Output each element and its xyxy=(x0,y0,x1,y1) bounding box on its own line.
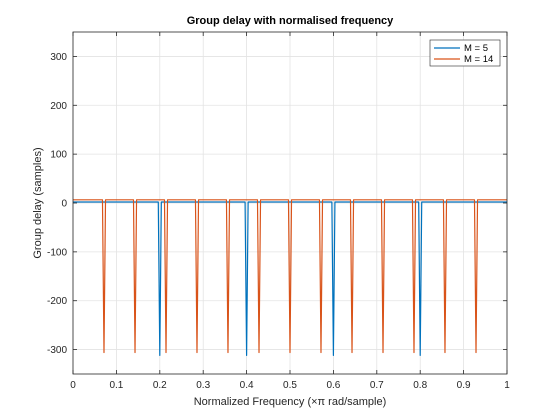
series-line-m5 xyxy=(73,201,507,357)
series-line-m14 xyxy=(73,199,507,354)
y-tick-label: -100 xyxy=(47,247,67,258)
legend: M = 5M = 14 xyxy=(429,39,501,67)
x-tick-label: 0.4 xyxy=(240,380,254,391)
y-tick-label: 100 xyxy=(50,150,67,161)
x-axis-label: Normalized Frequency (×π rad/sample) xyxy=(194,396,387,408)
x-tick-label: 0.2 xyxy=(153,380,167,391)
legend-box xyxy=(429,39,501,67)
ticks: 0 0.1 0.2 0.3 0.4 0.5 0.6 0.7 0.8 0.9 1 -300 -200 -10… xyxy=(47,32,510,391)
chart-title: Group delay with normalised frequency xyxy=(187,15,394,27)
x-tick-label: 0.5 xyxy=(283,380,297,391)
y-tick-label: -300 xyxy=(47,345,67,356)
y-tick-label: 200 xyxy=(50,101,67,112)
x-tick-label: 0.6 xyxy=(326,380,340,391)
x-tick-label: 0.3 xyxy=(196,380,210,391)
x-tick-label: 0.7 xyxy=(370,380,384,391)
x-tick-label: 0.8 xyxy=(413,380,427,391)
x-tick-label: 0.1 xyxy=(109,380,123,391)
x-tick-label: 0 xyxy=(70,380,76,391)
y-tick-label: 300 xyxy=(50,52,67,63)
legend-label: M = 14 xyxy=(464,54,493,65)
x-tick-label: 1 xyxy=(504,380,510,391)
y-tick-label: 0 xyxy=(61,199,67,210)
series-layer xyxy=(73,199,507,357)
legend-label: M = 5 xyxy=(464,43,488,54)
y-axis-label: Group delay (samples) xyxy=(32,147,44,258)
x-tick-label: 0.9 xyxy=(457,380,471,391)
y-tick-label: -200 xyxy=(47,296,67,307)
